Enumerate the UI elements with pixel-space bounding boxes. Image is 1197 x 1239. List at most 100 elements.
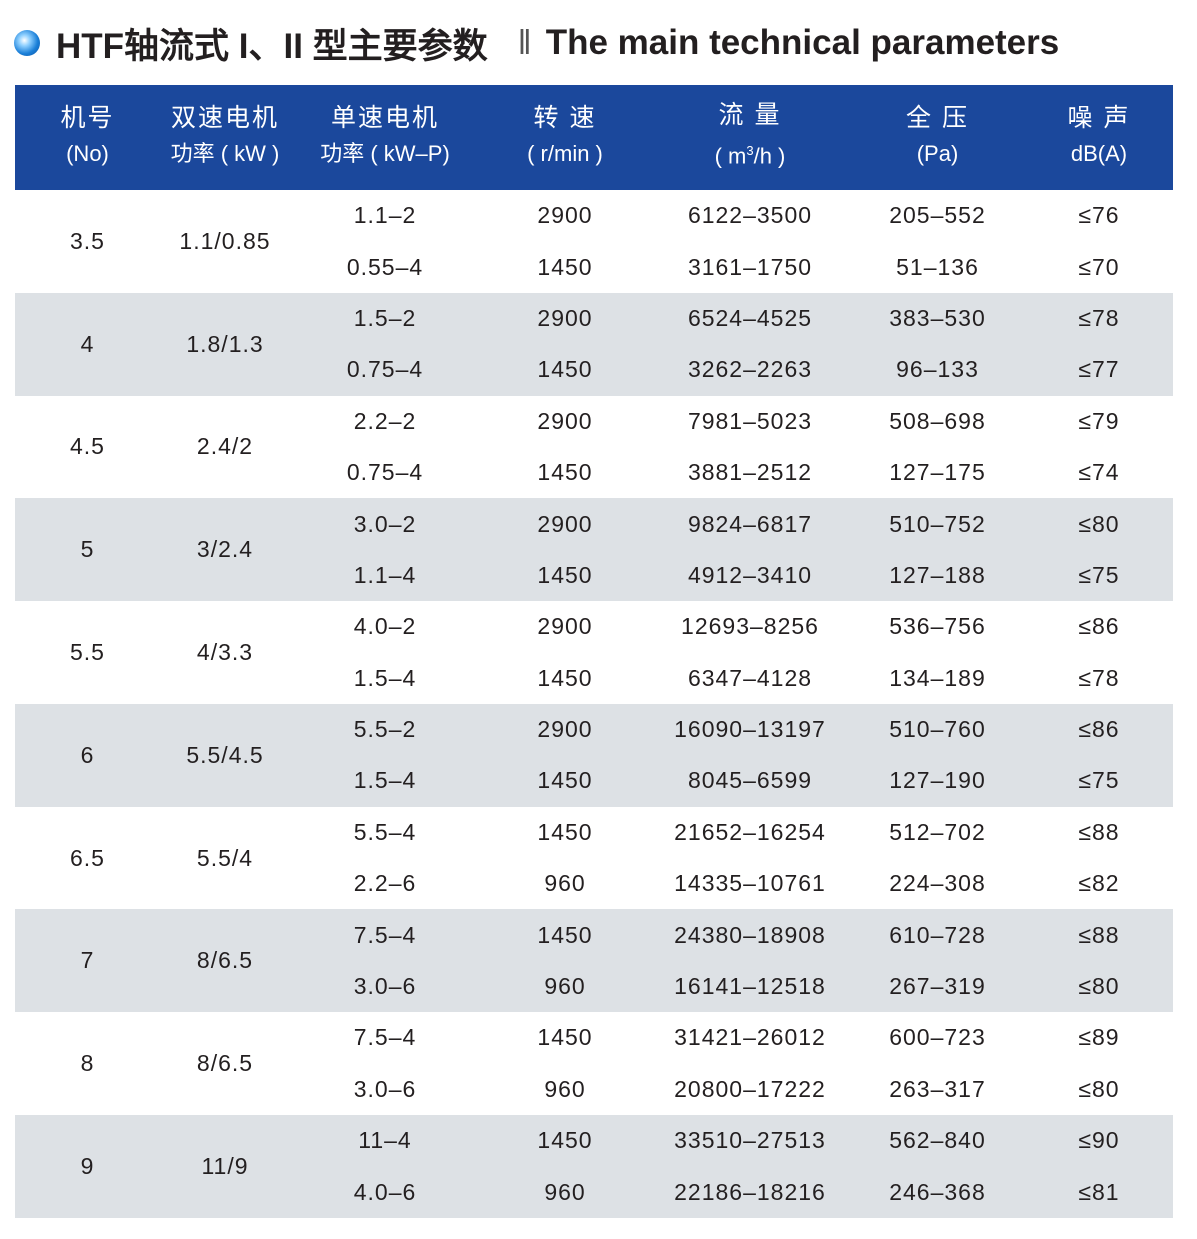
cell-speed: 1450	[480, 909, 650, 961]
cell-noise: ≤81	[1025, 1166, 1173, 1218]
table-row: 0.75–4 1450 3262–2263 96–133 ≤77	[15, 344, 1173, 396]
cell-single-power: 4.0–6	[290, 1166, 480, 1218]
cell-dual-power: 11/9	[160, 1115, 290, 1218]
cell-flow: 22186–18216	[650, 1166, 850, 1218]
cell-pressure: 508–698	[889, 407, 986, 434]
cell-no: 5.5	[70, 639, 105, 666]
cell-single-power: 3.0–6	[353, 1075, 417, 1102]
title-en: The main technical parameters	[545, 23, 1060, 62]
cell-flow: 6122–3500	[687, 202, 813, 229]
cell-noise: ≤75	[1025, 755, 1173, 807]
cell-no: 6.5	[70, 844, 105, 871]
cell-speed: 2900	[537, 613, 593, 640]
cell-single-power: 3.0–6	[290, 960, 480, 1013]
cell-flow: 12693–8256	[681, 613, 819, 640]
header-label: 机号	[60, 103, 115, 132]
cell-speed: 1450	[480, 549, 650, 602]
cell-noise: ≤77	[1025, 344, 1173, 396]
cell-noise: ≤89	[1078, 1024, 1120, 1051]
cell-no: 7	[15, 909, 160, 1013]
cell-speed: 960	[544, 870, 586, 897]
cell-noise: ≤70	[1078, 253, 1120, 280]
cell-single-power: 2.2–2	[353, 407, 417, 434]
header-unit: (Pa)	[916, 140, 959, 166]
header-flow: 流 量 ( m3/h )	[650, 85, 850, 190]
cell-pressure: 512–702	[889, 818, 986, 845]
cell-speed: 1450	[480, 1115, 650, 1167]
table-row: 6.5 5.5/4 5.5–4 1450 21652–16254 512–702 ≤88	[15, 807, 1173, 871]
cell-pressure: 510–760	[850, 703, 1025, 756]
cell-single-power: 1.5–2	[290, 292, 480, 345]
cell-flow: 20800–17222	[674, 1075, 826, 1102]
cell-flow: 4912–3410	[650, 549, 850, 602]
cell-flow: 3262–2263	[650, 344, 850, 396]
cell-noise: ≤88	[1025, 909, 1173, 961]
cell-no: 8	[80, 1050, 95, 1077]
cell-single-power: 7.5–4	[353, 1024, 417, 1051]
table-row: 1.5–4 1450 8045–6599 127–190 ≤75	[15, 755, 1173, 807]
header-speed: 转 速 ( r/min )	[480, 85, 650, 190]
cell-speed: 960	[544, 1075, 586, 1102]
header-unit: ( m3/h )	[714, 142, 786, 169]
table-row: 4.5 2.4/2 2.2–2 2900 7981–5023 508–698 ≤79	[15, 396, 1173, 460]
cell-pressure: 267–319	[850, 960, 1025, 1013]
cell-speed: 2900	[480, 498, 650, 550]
cell-speed: 1450	[537, 664, 593, 691]
cell-no: 4.5	[70, 433, 105, 460]
cell-dual-power: 8/6.5	[196, 1050, 254, 1077]
table-row: 9 11/9 11–4 1450 33510–27513 562–840 ≤90	[15, 1115, 1173, 1218]
table-row: 5 3/2.4 3.0–2 2900 9824–6817 510–752 ≤80	[15, 498, 1173, 602]
header-label: 噪 声	[1067, 103, 1131, 132]
cell-noise: ≤80	[1078, 1075, 1120, 1102]
cell-pressure: 562–840	[850, 1115, 1025, 1167]
cell-dual-power: 8/6.5	[160, 909, 290, 1013]
cell-flow: 33510–27513	[650, 1115, 850, 1167]
cell-pressure: 96–133	[850, 344, 1025, 396]
header-label: 流 量	[718, 100, 782, 129]
cell-noise: ≤76	[1078, 202, 1120, 229]
cell-flow: 3161–1750	[687, 253, 813, 280]
cell-single-power: 11–4	[290, 1115, 480, 1167]
cell-pressure: 205–552	[889, 202, 986, 229]
table-row: 4.0–6 960 22186–18216 246–368 ≤81	[15, 1166, 1173, 1218]
header-unit: ( r/min )	[527, 140, 603, 166]
header-dual-power: 双速电机 功率 ( kW )	[160, 85, 290, 190]
cell-noise: ≤79	[1078, 407, 1120, 434]
cell-no: 5	[15, 498, 160, 602]
table-header-row: 机号 (No) 双速电机 功率 ( kW ) 单速电机 功率 ( kW–P) 转 速( r/…	[15, 85, 1173, 190]
table-row: 2.2–6 960 14335–10761 224–308 ≤82	[15, 858, 1173, 909]
cell-no: 6	[15, 703, 160, 807]
cell-flow: 21652–16254	[674, 818, 826, 845]
cell-no: 3.5	[70, 227, 105, 254]
cell-pressure: 536–756	[889, 613, 986, 640]
table-row: 3.5 1.1/0.85 1.1–2 2900 6122–3500 205–552 ≤76	[15, 190, 1173, 254]
bullet-icon	[14, 30, 40, 56]
cell-speed: 1450	[537, 253, 593, 280]
cell-speed: 1450	[480, 755, 650, 807]
cell-dual-power: 1.1/0.85	[179, 227, 271, 254]
table-row: 6 5.5/4.5 5.5–2 2900 16090–13197 510–760 ≤86	[15, 703, 1173, 807]
cell-dual-power: 2.4/2	[196, 433, 254, 460]
table-row: 5.5 4/3.3 4.0–2 2900 12693–8256 536–756 ≤86	[15, 601, 1173, 665]
cell-noise: ≤90	[1025, 1115, 1173, 1167]
cell-noise: ≤74	[1078, 459, 1120, 486]
table-row: 1.5–4 1450 6347–4128 134–189 ≤78	[15, 653, 1173, 704]
cell-flow: 16141–12518	[650, 960, 850, 1013]
cell-single-power: 1.1–2	[353, 202, 417, 229]
cell-speed: 2900	[537, 407, 593, 434]
table-row: 3.0–6 960 16141–12518 267–319 ≤80	[15, 960, 1173, 1013]
cell-single-power: 1.5–4	[353, 664, 417, 691]
cell-noise: ≤80	[1025, 960, 1173, 1013]
table-row: 7 8/6.5 7.5–4 1450 24380–18908 610–728 ≤88	[15, 909, 1173, 1013]
cell-dual-power: 5.5/4	[196, 844, 254, 871]
cell-pressure: 127–175	[889, 459, 986, 486]
cell-single-power: 7.5–4	[290, 909, 480, 961]
cell-flow: 7981–5023	[687, 407, 813, 434]
page-title: HTF轴流式 I、II 型主要参数 ‖ The main technical p…	[14, 18, 1059, 68]
header-noise: 噪 声 dB(A)	[1025, 85, 1173, 190]
cell-dual-power: 1.8/1.3	[160, 292, 290, 396]
cell-flow: 31421–26012	[674, 1024, 826, 1051]
cell-single-power: 0.75–4	[346, 459, 424, 486]
cell-noise: ≤86	[1078, 613, 1120, 640]
cell-speed: 960	[480, 960, 650, 1013]
